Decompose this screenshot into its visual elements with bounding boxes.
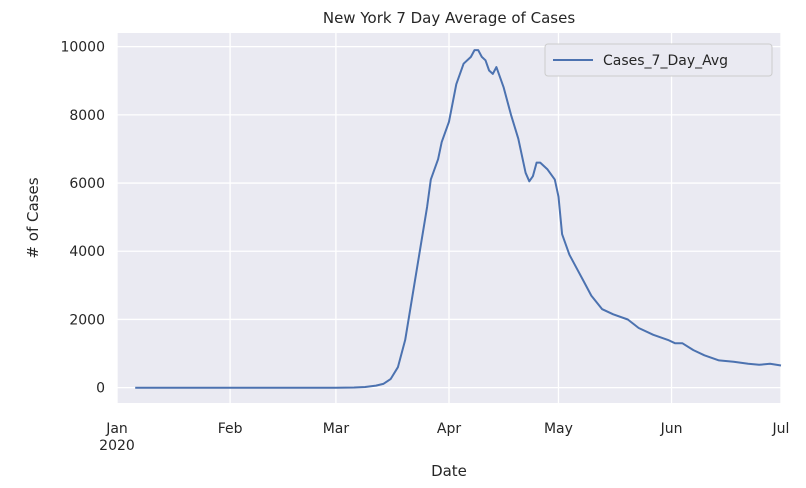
y-tick-label: 0 bbox=[96, 381, 105, 397]
series-line-cases-7-day-avg bbox=[135, 49, 782, 389]
series-layer bbox=[135, 49, 782, 389]
y-tick-label: 4000 bbox=[69, 244, 105, 260]
y-axis-ticks: 0 2000 4000 6000 8000 10000 bbox=[60, 40, 105, 397]
legend: Cases_7_Day_Avg bbox=[544, 43, 773, 77]
legend-label-cases-7-day-avg: Cases_7_Day_Avg bbox=[603, 53, 728, 69]
x-tick-label: Apr bbox=[437, 421, 461, 437]
y-tick-label: 2000 bbox=[69, 312, 105, 328]
x-tick-label: Jul bbox=[772, 421, 790, 437]
grid-lines bbox=[116, 33, 782, 403]
legend-box bbox=[544, 43, 773, 77]
x-tick-label: May bbox=[544, 421, 573, 437]
y-tick-label: 10000 bbox=[60, 40, 105, 56]
x-axis-ticks: Jan 2020 Feb Mar Apr May Jun Jul bbox=[99, 421, 789, 454]
x-tick-label: Jan 2020 bbox=[99, 421, 135, 454]
y-axis-label: # of Cases bbox=[24, 177, 42, 258]
y-tick-label: 6000 bbox=[69, 176, 105, 192]
x-tick-label: Mar bbox=[323, 421, 350, 437]
x-tick-label: Feb bbox=[218, 421, 243, 437]
chart-title: New York 7 Day Average of Cases bbox=[323, 9, 575, 27]
x-tick-label: Jun bbox=[660, 421, 683, 437]
x-axis-label: Date bbox=[431, 462, 467, 480]
y-tick-label: 8000 bbox=[69, 108, 105, 124]
